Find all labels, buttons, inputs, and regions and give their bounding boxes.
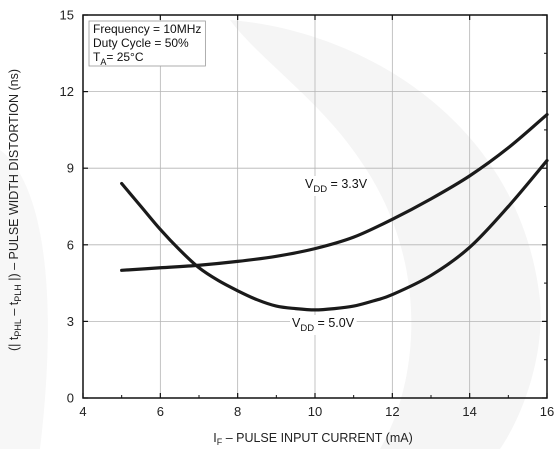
y-axis-title-mid: – t [7,301,21,319]
series-line-1 [120,158,549,312]
y-tick-label: 9 [67,161,74,176]
x-tick-label: 12 [385,404,399,419]
background-watermark [0,20,541,449]
axis-ticks [82,14,548,399]
x-tick-label: 6 [157,404,164,419]
x-tick-label: 4 [79,404,86,419]
x-axis-title-rest: – PULSE INPUT CURRENT (mA) [222,431,413,445]
y-axis-title-rest: |) – PULSE WIDTH DISTORTION (ns) [7,69,21,284]
temperature-symbol: T [93,50,101,64]
y-axis-title-prefix: (| t [7,336,21,351]
series-label-background [290,315,357,335]
y-tick-label: 15 [60,8,74,23]
y-axis-title: (| tPHL – tPLH |) – PULSE WIDTH DISTORTI… [7,69,23,351]
temperature-value: = 25°C [106,50,143,64]
y-axis-title-subscript-2: PLH [13,284,23,302]
temperature-subscript: A [100,57,106,67]
y-tick-label: 3 [67,314,74,329]
series-label-value: = 5.0V [314,316,355,330]
series-label-vdd-5v0: VDD = 5.0V [292,316,355,334]
series-label-prefix: V [305,177,314,191]
x-tick-labels: 4 6 8 10 12 14 16 [79,404,554,419]
x-axis-title-subscript: F [217,437,223,447]
series-lines [120,112,549,312]
series-label-subscript: DD [313,184,327,195]
y-tick-label: 12 [60,84,74,99]
series-label-value: = 3.3V [327,177,368,191]
series-label-background [303,176,370,196]
x-tick-label: 14 [462,404,476,419]
condition-frequency: Frequency = 10MHz [93,22,201,36]
conditions-box [88,20,206,67]
condition-temperature: TA= 25°C [93,50,144,67]
series-label-subscript: DD [300,323,314,334]
y-tick-label: 6 [67,237,74,252]
x-axis-title-prefix: I [213,431,216,445]
x-tick-label: 10 [308,404,322,419]
conditions-annotation: Frequency = 10MHz Duty Cycle = 50% TA= 2… [88,20,206,67]
x-axis-title: IF – PULSE INPUT CURRENT (mA) [213,431,413,447]
y-tick-labels: 0 3 6 9 12 15 [60,8,74,406]
y-tick-label: 0 [67,391,74,406]
condition-duty-cycle: Duty Cycle = 50% [93,36,189,50]
y-axis-title-subscript-1: PHL [13,319,23,337]
series-label-vdd-3v3: VDD = 3.3V [305,177,368,195]
x-tick-label: 16 [540,404,554,419]
x-tick-label: 8 [234,404,241,419]
series-label-prefix: V [292,316,301,330]
